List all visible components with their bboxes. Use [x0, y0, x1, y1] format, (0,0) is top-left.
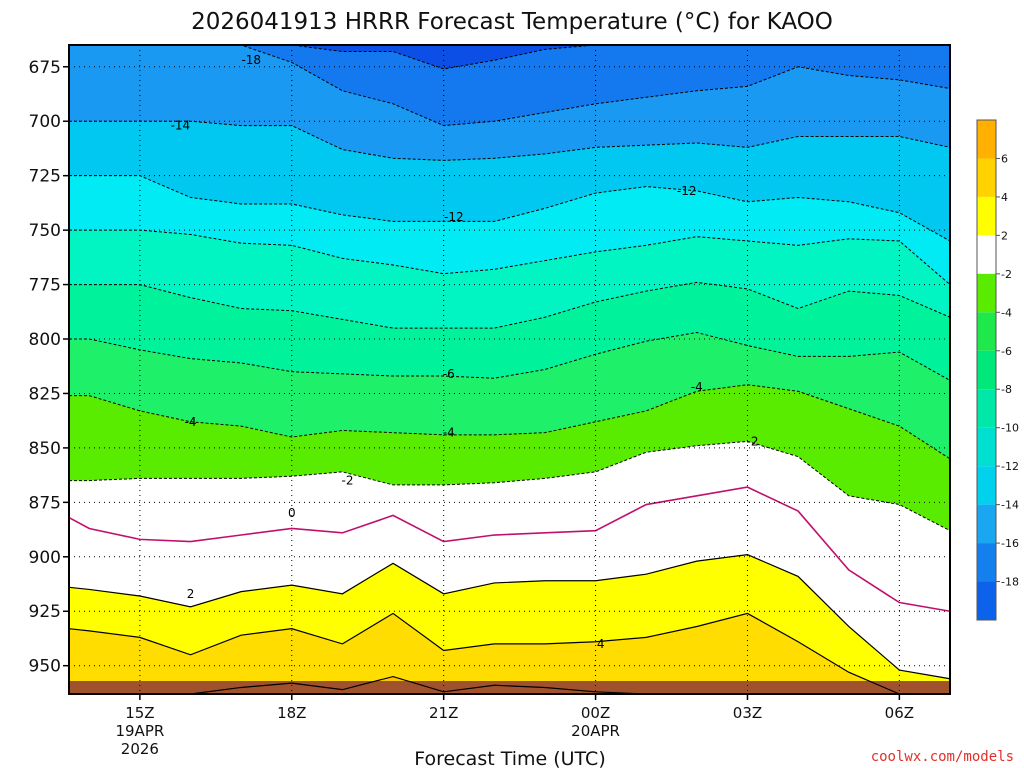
colorbar-swatch	[977, 235, 996, 274]
isotherm--14	[69, 120, 951, 161]
y-axis: 675 700 725 750 775 800 825 850 875 900 925 950	[29, 58, 69, 677]
isotherm-4	[68, 612, 950, 695]
chart-title: 2026041913 HRRR Forecast Temperature (°C…	[191, 9, 833, 35]
contour-label: -2	[341, 474, 353, 488]
x-tick-label: 18Z	[277, 704, 306, 722]
y-tick-label: 775	[29, 276, 61, 296]
grid-lines	[69, 45, 950, 694]
y-tick-label: 800	[29, 330, 61, 350]
isotherm--10	[69, 229, 951, 285]
credit-link[interactable]: coolwx.com/models	[871, 749, 1014, 765]
y-tick-label: 825	[29, 384, 61, 404]
isotherm--12	[69, 175, 951, 242]
colorbar-label: -14	[1001, 499, 1019, 512]
colorbar-label: 4	[1001, 191, 1008, 204]
isotherm--2	[69, 440, 951, 532]
colorbar-label: -4	[1001, 306, 1012, 319]
contour-label: 2	[187, 587, 195, 601]
colorbar-label: 2	[1001, 229, 1008, 242]
contour-label: -18	[241, 53, 261, 67]
y-tick-label: 875	[29, 493, 61, 513]
colorbar-label: -8	[1001, 383, 1012, 396]
colorbar-swatch	[977, 120, 996, 159]
colorbar-swatch	[977, 581, 996, 620]
y-tick-label: 925	[29, 602, 61, 622]
colorbar-label: -6	[1001, 345, 1012, 358]
isotherm-0	[68, 486, 951, 613]
ground-strip	[69, 681, 950, 694]
x-tick-label: 03Z	[733, 704, 762, 722]
colorbar-swatch	[977, 389, 996, 428]
x-tick-label: 2026	[121, 740, 159, 758]
contour-label: -6	[443, 367, 455, 381]
isotherm--8	[69, 281, 951, 329]
contour-label: -4	[443, 426, 455, 440]
y-tick-label: 750	[29, 221, 61, 241]
y-tick-label: 700	[29, 112, 61, 132]
colorbar-swatch	[977, 273, 996, 313]
x-tick-label: 20APR	[571, 722, 620, 740]
colorbar-swatch	[977, 504, 996, 544]
x-axis-label: Forecast Time (UTC)	[414, 748, 605, 768]
colorbar-swatch	[977, 196, 996, 236]
colorbar-swatch	[977, 427, 996, 467]
colorbar-swatch	[977, 543, 996, 582]
isotherm--4	[69, 384, 951, 460]
contour-label: -12	[677, 184, 697, 198]
colorbar-label: -18	[1001, 576, 1019, 589]
contour-label: -12	[444, 210, 464, 224]
colorbar-label: -2	[1001, 268, 1012, 281]
isotherm--6	[69, 331, 951, 381]
contour-labels: -18 -14 -12 -12 -6 -4 -4 -4 -2 -2 0 2 4	[171, 53, 759, 651]
band-4	[69, 613, 950, 694]
contour-label: -4	[691, 380, 703, 394]
plot-frame	[68, 44, 951, 695]
colorbar-swatch	[977, 158, 996, 197]
x-tick-label: 19APR	[115, 722, 164, 740]
x-tick-label: 00Z	[581, 704, 610, 722]
y-tick-label: 900	[29, 548, 61, 568]
isotherm-2	[68, 554, 951, 680]
y-tick-label: 675	[29, 58, 61, 78]
y-tick-label: 850	[29, 439, 61, 459]
colorbar-legend: 6 4 2 -2 -4 -6 -8 -10 -12 -14 -16 -18	[976, 119, 1019, 621]
contour-label: -14	[171, 119, 191, 133]
colorbar-swatch	[977, 350, 996, 390]
contour-label: -2	[747, 434, 759, 448]
colorbar-label: 6	[1001, 152, 1008, 165]
y-tick-label: 725	[29, 167, 61, 187]
colorbar-swatch	[977, 312, 996, 351]
x-tick-label: 06Z	[885, 704, 914, 722]
y-tick-label: 950	[29, 657, 61, 677]
contour-label: 0	[288, 506, 296, 520]
contour-label: 4	[597, 637, 605, 651]
contour-label: -4	[185, 415, 197, 429]
colorbar-label: -10	[1001, 422, 1019, 435]
colorbar-label: -16	[1001, 537, 1019, 550]
colorbar-frame	[976, 119, 997, 621]
contour-fills	[69, 45, 950, 695]
x-tick-label: 21Z	[429, 704, 458, 722]
colorbar-label: -12	[1001, 460, 1019, 473]
x-tick-label: 15Z	[125, 704, 154, 722]
colorbar-swatch	[977, 466, 996, 505]
